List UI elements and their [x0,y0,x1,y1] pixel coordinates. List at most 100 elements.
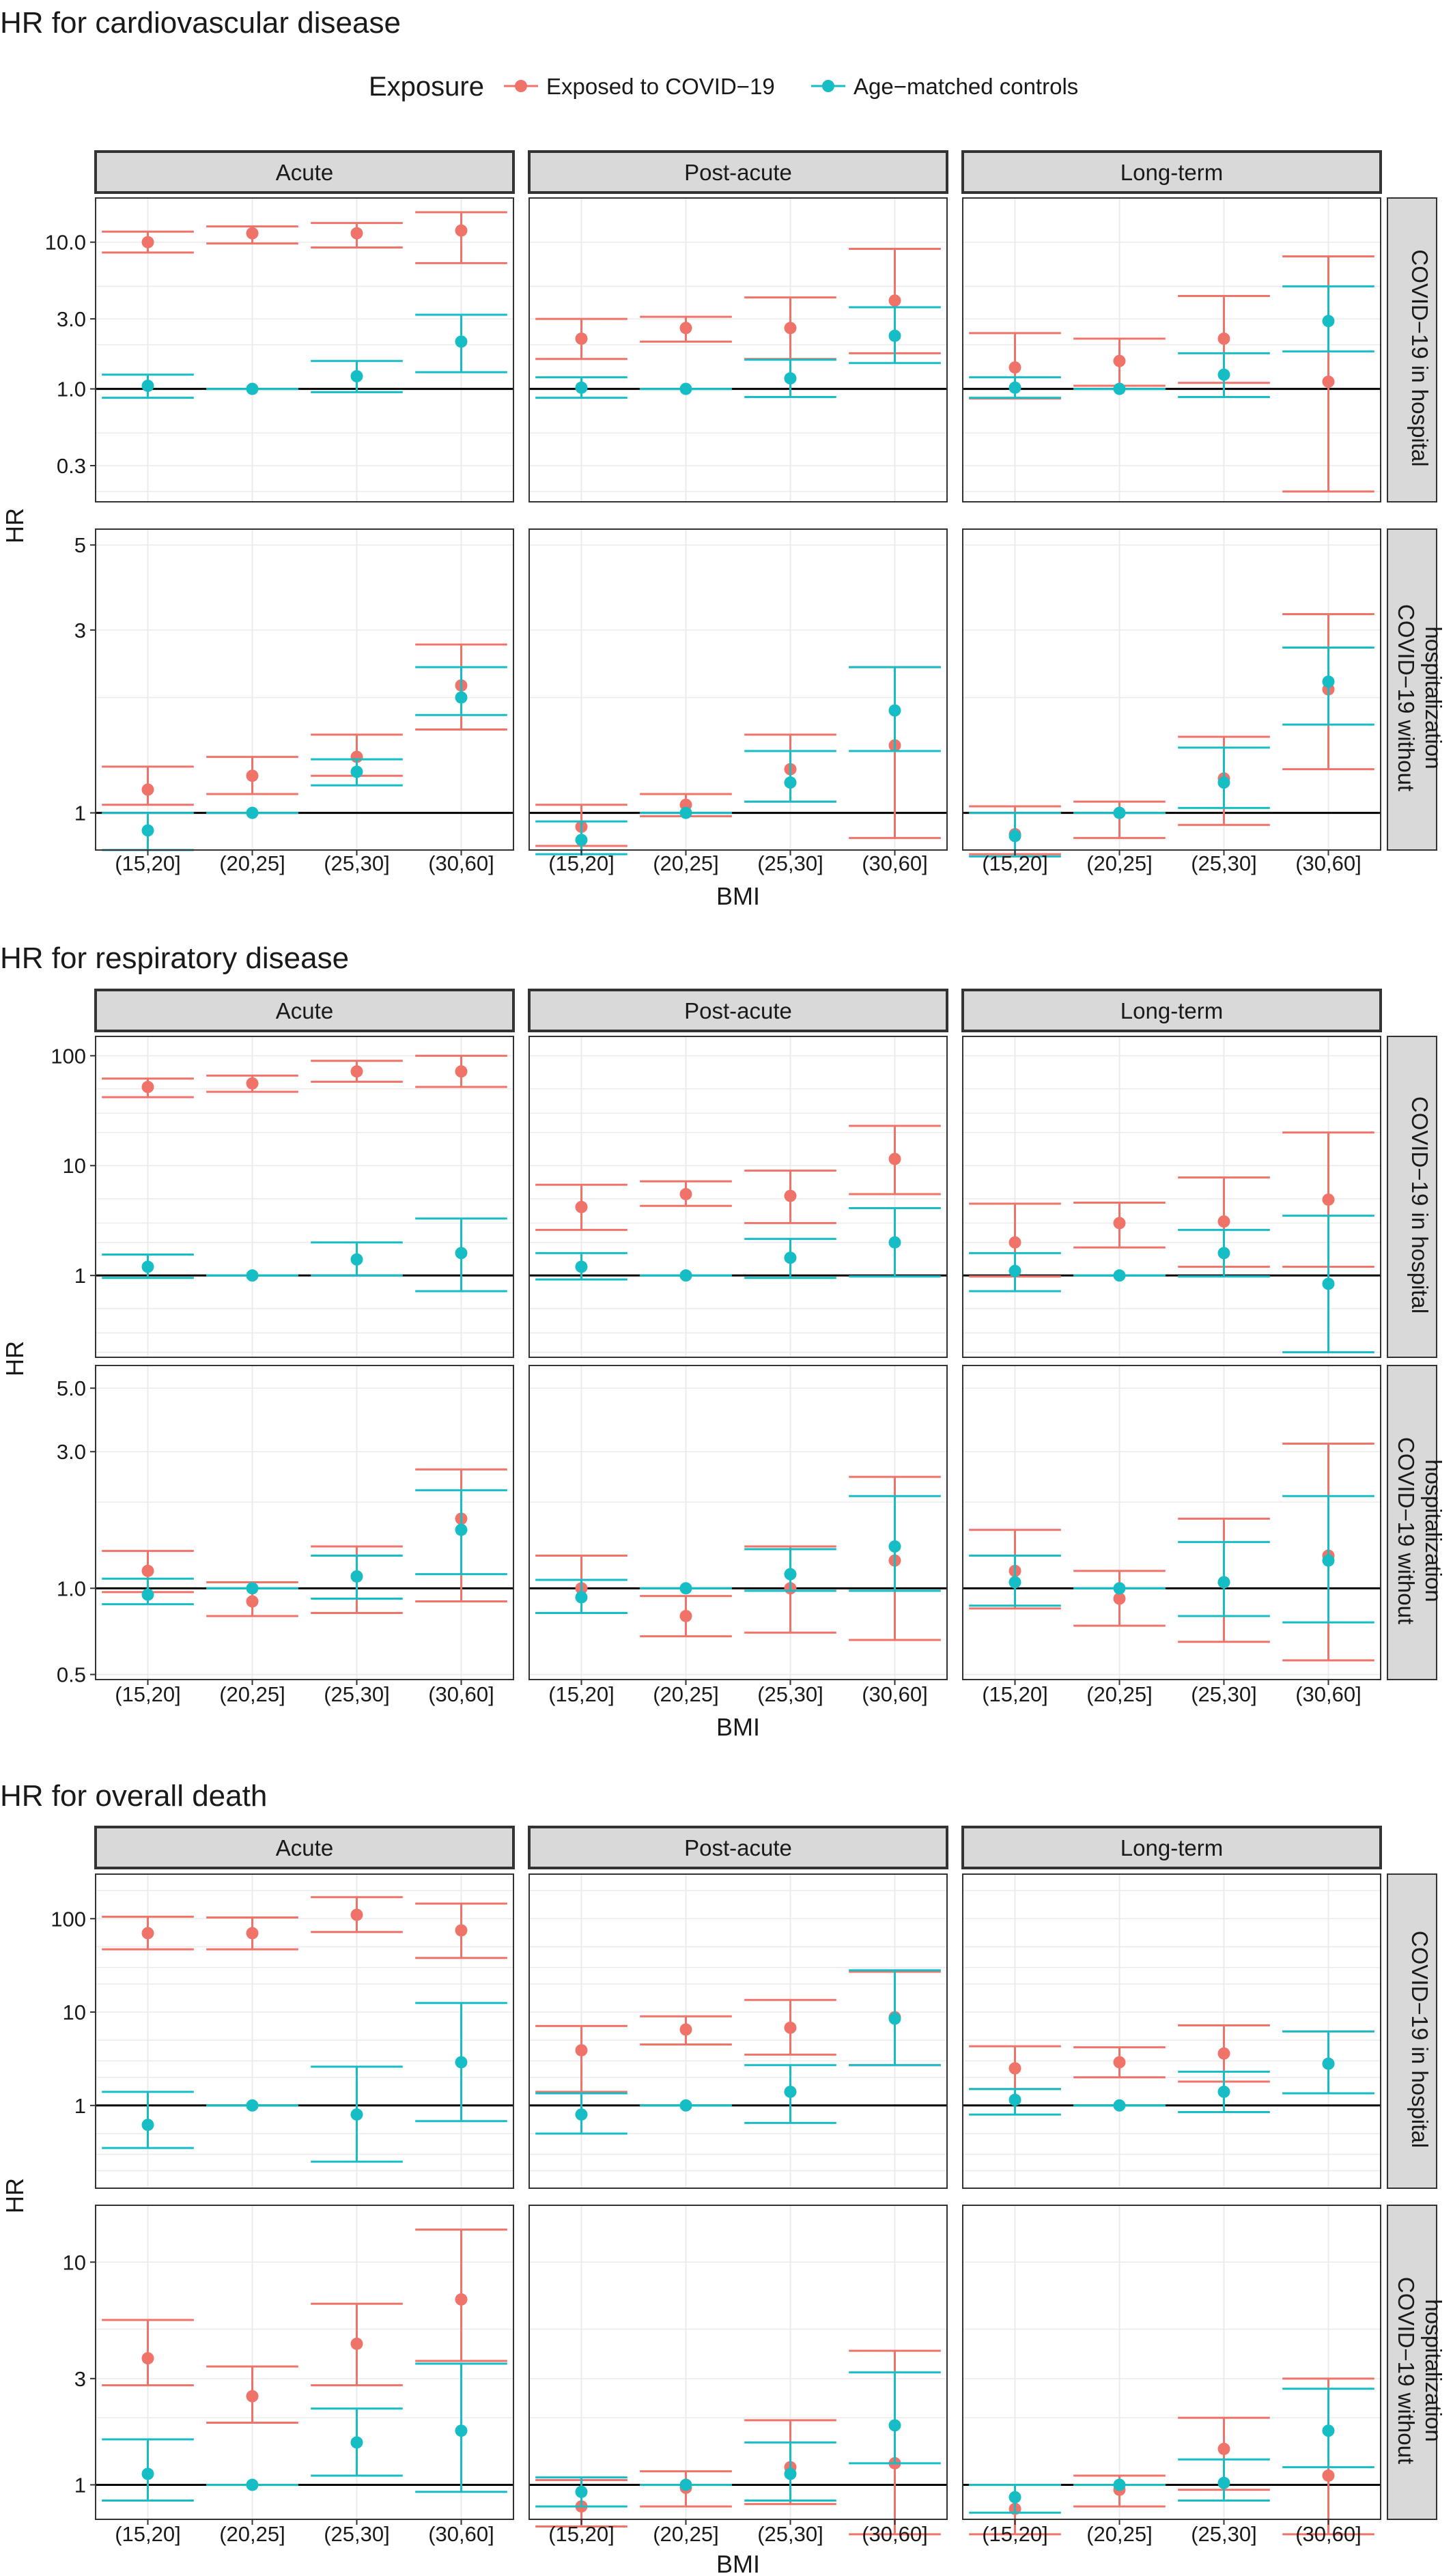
y-axis-label: HR [1,508,29,543]
x-tick-label: (20,25] [219,851,285,875]
covid-point [1113,1592,1126,1605]
panel [528,528,948,855]
control-point [1322,2057,1335,2070]
x-tick-label: (20,25] [1086,1682,1153,1706]
covid-point [1217,332,1230,345]
covid-point [455,1065,468,1078]
chart-3: HR for overall death Acute Post-acute Long-… [0,1779,1446,2576]
panel-background [963,198,1381,502]
control-point [1217,1247,1230,1260]
control-point [455,335,468,348]
y-tick-label: 0.3 [57,454,86,478]
covid-point [350,1908,363,1921]
panel-border [95,1873,514,2189]
covid-point [784,2021,797,2034]
y-tick-label: 100 [51,1044,86,1068]
control-point [784,1251,797,1264]
panel [962,528,1381,858]
row-strip [1387,528,1437,851]
control-point [350,1570,363,1583]
panel [962,1873,1381,2189]
control-point [679,382,692,395]
legend: Exposure Exposed to COVID−19 Age−matched… [369,72,1078,102]
x-tick-label: (15,20] [982,851,1048,875]
covid-point [246,1595,259,1608]
control-point [1113,2099,1126,2112]
x-tick-label: (25,30] [757,2522,823,2546]
panel [528,197,948,503]
legend-title: Exposure [369,72,484,102]
panel [95,1365,514,1680]
covid-point [1217,2442,1230,2455]
panel-border [95,1365,514,1680]
panel-border [528,1036,948,1358]
control-point [350,1253,363,1266]
control-point [888,1236,901,1249]
y-tick-label: 1 [74,802,86,825]
control-point [350,2108,363,2121]
covid-point [1008,1236,1021,1249]
control-point [141,2119,154,2132]
y-tick-label: 10 [63,2250,86,2274]
control-point [888,329,901,342]
column-strip-acute [94,1826,515,1869]
legend-key-control-point [822,80,834,92]
row-strip-label: COVID−19 in hospital [1407,249,1433,466]
control-point [141,1588,154,1601]
panel-background [529,198,947,502]
control-point [784,2085,797,2098]
covid-point [141,783,154,796]
x-tick-label: (25,30] [757,1682,823,1706]
chart-title: HR for respiratory disease [0,942,349,975]
x-tick-label: (30,60] [1295,851,1362,875]
control-point [575,381,588,394]
row-strip-label: hospitalization [1421,2299,1446,2441]
y-tick-label: 100 [51,1907,86,1931]
row-strip-label: hospitalization [1421,626,1446,769]
panel [95,1036,514,1358]
row-strip-label: COVID−19 without [1394,604,1419,791]
panel [95,1873,514,2189]
panel-background [963,529,1381,850]
y-tick-label: 10 [63,1154,86,1178]
y-tick-label: 10.0 [45,231,86,255]
x-tick-label: (25,30] [324,1682,390,1706]
x-axis-label: BMI [716,2550,760,2576]
x-tick-label: (30,60] [1295,2522,1362,2546]
plots: HR for cardiovascular disease Acute Post-a… [0,6,1446,2576]
control-point [1113,1582,1126,1595]
control-point [575,834,588,847]
control-point [1008,2491,1021,2504]
control-point [1217,368,1230,381]
covid-point [575,1200,588,1213]
covid-point [1322,1193,1335,1206]
control-point [455,1247,468,1260]
covid-point [888,294,901,307]
covid-point [141,2352,154,2365]
legend-key-covid-point [515,80,527,92]
covid-point [1322,2469,1335,2482]
row-strip [1387,197,1437,503]
x-tick-label: (30,60] [1295,1682,1362,1706]
control-point [1008,381,1021,394]
y-tick-label: 5.0 [57,1376,86,1400]
column-strip-label: Acute [276,998,333,1023]
panel-background [963,2205,1381,2519]
panel [528,1036,948,1358]
x-tick-label: (25,30] [324,851,390,875]
control-point [784,2467,797,2480]
covid-point [1008,2062,1021,2075]
control-point [888,1540,901,1553]
panel-border [528,2205,948,2520]
chart-title: HR for cardiovascular disease [0,6,401,40]
row-strip [1387,1036,1437,1358]
control-point [246,806,259,819]
panel-background [96,1036,513,1357]
panel-border [962,1365,1381,1680]
control-point [455,691,468,704]
x-tick-label: (15,20] [548,1682,615,1706]
covid-point [1008,361,1021,374]
row-strip-label: COVID−19 in hospital [1407,1931,1433,2148]
panel-border [528,528,948,851]
panel-border [95,1036,514,1358]
